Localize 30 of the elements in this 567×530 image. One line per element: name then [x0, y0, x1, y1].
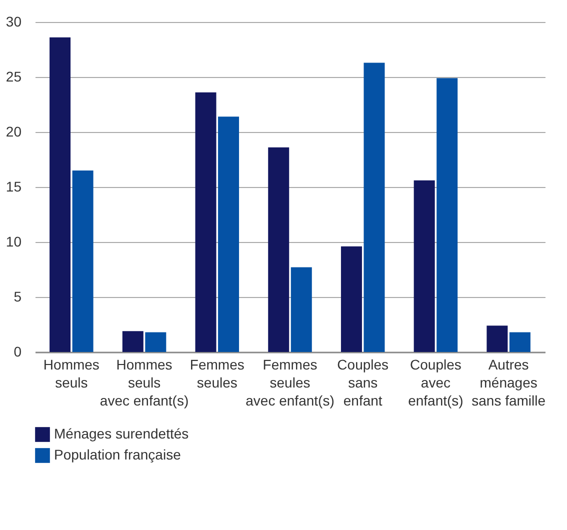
x-tick-label: Femmes seules avec enfant(s) — [246, 356, 334, 408]
x-tick-label: Hommes seuls — [43, 356, 100, 390]
x-tick-label: Femmes seules — [190, 356, 244, 390]
legend-label: Ménages surendettés — [54, 426, 189, 442]
bar — [145, 332, 166, 352]
bar — [218, 116, 240, 352]
y-tick-label: 30 — [6, 14, 22, 30]
x-tick-label: Couples sans enfant — [337, 356, 389, 408]
y-tick-label: 0 — [14, 344, 22, 360]
bar — [72, 170, 94, 352]
y-tick-label: 10 — [6, 234, 22, 250]
bar — [414, 180, 435, 352]
legend-label: Population française — [54, 446, 182, 462]
bar — [364, 62, 385, 352]
bar — [509, 332, 530, 352]
bar — [340, 246, 362, 352]
bar — [268, 147, 290, 352]
y-tick-label: 5 — [14, 288, 22, 304]
y-tick-label: 15 — [6, 178, 22, 194]
x-tick-label: Couples avec enfant(s) — [408, 356, 464, 408]
x-tick-label: Hommes seuls avec enfant(s) — [100, 356, 189, 408]
y-tick-label: 25 — [6, 68, 22, 84]
bar — [486, 326, 508, 352]
bar — [195, 92, 216, 352]
bar — [122, 331, 144, 352]
bar — [290, 267, 312, 352]
bar — [50, 37, 71, 352]
y-tick-label: 20 — [6, 124, 22, 140]
bar — [436, 78, 458, 352]
x-tick-label: Autres ménages sans famille — [472, 356, 546, 408]
